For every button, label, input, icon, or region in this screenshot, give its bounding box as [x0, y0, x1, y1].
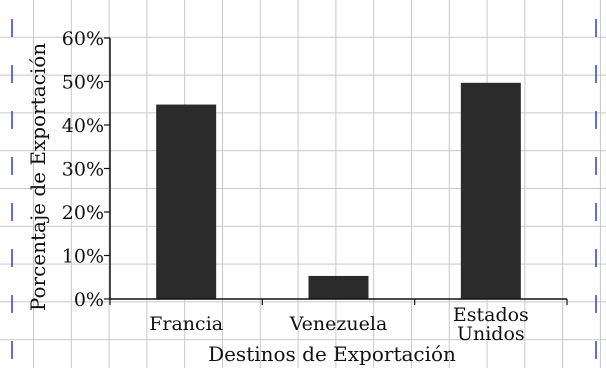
y-tick-label: 0%	[74, 289, 104, 311]
x-tick-labels: Francia Venezuela Estados Unidos	[149, 304, 529, 345]
x-axis-title: Destinos de Exportación	[208, 342, 456, 366]
y-tick-label: 40%	[62, 115, 104, 137]
bar	[460, 82, 521, 300]
x-tick-label: Venezuela	[289, 313, 388, 335]
margin-markers	[11, 19, 597, 359]
bars	[156, 82, 521, 300]
y-tick-label: 30%	[62, 159, 104, 181]
y-axis-title: Porcentaje de Exportación	[26, 43, 50, 311]
y-tick-labels: 0% 10% 20% 30% 40% 50% 60%	[62, 28, 110, 311]
y-tick-label: 60%	[62, 28, 104, 50]
y-tick-label: 50%	[62, 72, 104, 94]
bar	[308, 275, 369, 299]
x-tick-label: Estados Unidos	[453, 304, 529, 345]
y-tick-label: 10%	[62, 246, 104, 268]
bar	[156, 104, 217, 300]
x-tick-label: Francia	[149, 313, 223, 335]
y-tick-label: 20%	[62, 202, 104, 224]
